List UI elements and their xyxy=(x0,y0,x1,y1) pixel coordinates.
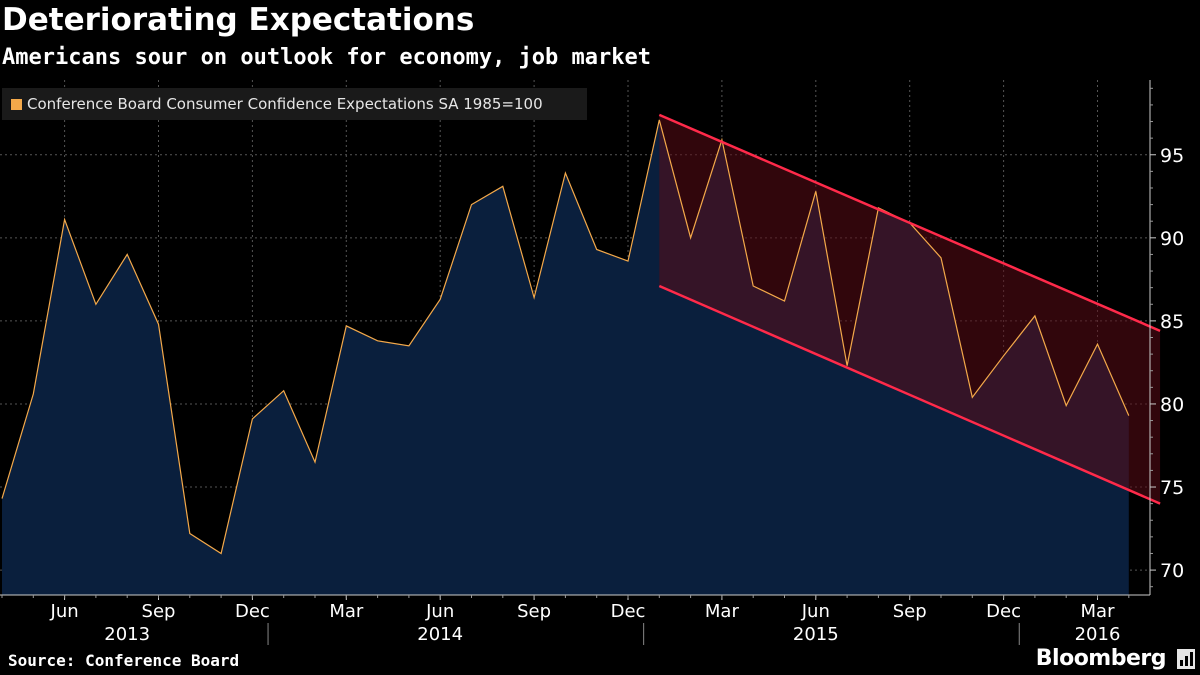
legend: Conference Board Consumer Confidence Exp… xyxy=(2,88,587,120)
chart-title: Deteriorating Expectations xyxy=(2,2,475,38)
y-tick-label: 85 xyxy=(1160,311,1184,333)
x-year-label: 2016 xyxy=(1075,624,1121,645)
x-tick-label: Jun xyxy=(801,601,830,622)
channel-upper-line xyxy=(658,113,1161,333)
channel-band xyxy=(659,114,1161,504)
x-tick-label: Jun xyxy=(50,601,79,622)
x-tick-label: Dec xyxy=(611,601,646,622)
x-tick-label: Mar xyxy=(705,601,740,622)
y-tick-label: 70 xyxy=(1160,560,1184,582)
brand-logo: Bloomberg xyxy=(1035,646,1167,671)
y-tick-label: 75 xyxy=(1160,477,1184,499)
chart-subtitle: Americans sour on outlook for economy, j… xyxy=(2,45,652,70)
x-tick-label: Dec xyxy=(235,601,270,622)
x-year-label: 2015 xyxy=(793,624,839,645)
y-tick-label: 95 xyxy=(1160,145,1184,167)
x-tick-label: Sep xyxy=(142,601,176,622)
legend-label: Conference Board Consumer Confidence Exp… xyxy=(27,95,543,113)
x-tick-label: Dec xyxy=(986,601,1021,622)
source-note: Source: Conference Board xyxy=(8,651,240,670)
x-tick-label: Sep xyxy=(893,601,927,622)
x-tick-label: Mar xyxy=(329,601,364,622)
series-line xyxy=(1,119,1130,555)
series-area xyxy=(2,119,1129,596)
x-tick-label: Mar xyxy=(1081,601,1116,622)
bar-chart-icon xyxy=(1177,649,1195,669)
x-tick-label: Sep xyxy=(517,601,551,622)
channel-lower-line xyxy=(658,284,1161,505)
x-year-label: 2014 xyxy=(417,624,463,645)
x-tick-label: Jun xyxy=(425,601,454,622)
y-tick-label: 80 xyxy=(1160,394,1184,416)
legend-swatch xyxy=(11,98,22,110)
y-tick-label: 90 xyxy=(1160,228,1184,250)
x-year-label: 2013 xyxy=(104,624,150,645)
